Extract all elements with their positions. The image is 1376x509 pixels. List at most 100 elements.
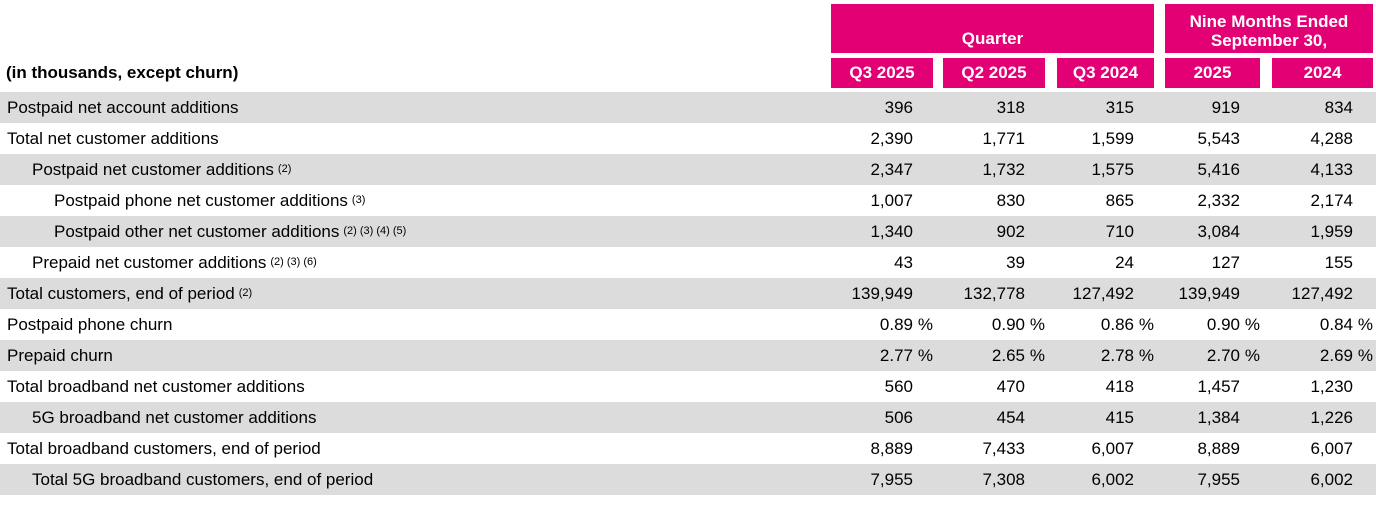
value-number: 834 bbox=[1324, 97, 1353, 117]
value-cell: 2,332 bbox=[1165, 185, 1260, 216]
value-number: 4,133 bbox=[1310, 159, 1353, 179]
value-cell: 1,599 bbox=[1057, 123, 1154, 154]
table-row: Postpaid net customer additions (2) 2,34… bbox=[0, 154, 1376, 185]
value-cell: 139,949 bbox=[831, 278, 933, 309]
value-cell: 1,230 bbox=[1272, 371, 1373, 402]
percent-suffix: % bbox=[1244, 345, 1260, 365]
row-label-cell: Total 5G broadband customers, end of per… bbox=[0, 464, 831, 495]
value-number: 2.65 bbox=[991, 345, 1025, 365]
table-header-group-row: Quarter Nine Months Ended September 30, bbox=[0, 4, 1376, 53]
value-cell: 1,732 bbox=[943, 154, 1045, 185]
value-number: 1,959 bbox=[1310, 221, 1353, 241]
table-row: Postpaid phone net customer additions (3… bbox=[0, 185, 1376, 216]
value-number: 710 bbox=[1105, 221, 1134, 241]
value-number: 5,416 bbox=[1197, 159, 1240, 179]
value-number: 127,492 bbox=[1291, 283, 1353, 303]
value-cell: 0.86% bbox=[1057, 309, 1154, 340]
value-cell: 418 bbox=[1057, 371, 1154, 402]
percent-suffix: % bbox=[1357, 314, 1373, 334]
value-cell: 5,416 bbox=[1165, 154, 1260, 185]
value-cell: 830 bbox=[943, 185, 1045, 216]
value-number: 2.78 bbox=[1100, 345, 1134, 365]
value-number: 127,492 bbox=[1072, 283, 1134, 303]
value-number: 2.69 bbox=[1319, 345, 1353, 365]
value-number: 2,347 bbox=[870, 159, 913, 179]
value-cell: 454 bbox=[943, 402, 1045, 433]
value-number: 315 bbox=[1105, 97, 1134, 117]
row-label: Postpaid phone net customer additions bbox=[54, 190, 348, 210]
table-row: Prepaid churn 2.77% 2.65% 2.78% 2.70% 2.69% bbox=[0, 340, 1376, 371]
value-cell: 7,433 bbox=[943, 433, 1045, 464]
table-column-header-row: (in thousands, except churn) Q3 2025 Q2 … bbox=[0, 58, 1376, 88]
value-cell: 1,575 bbox=[1057, 154, 1154, 185]
value-cell: 155 bbox=[1272, 247, 1373, 278]
row-label-cell: Total broadband net customer additions bbox=[0, 371, 831, 402]
value-cell: 834 bbox=[1272, 92, 1373, 123]
row-label-cell: Postpaid net customer additions (2) bbox=[32, 159, 292, 179]
value-number: 132,778 bbox=[963, 283, 1025, 303]
value-cell: 127 bbox=[1165, 247, 1260, 278]
value-cell: 132,778 bbox=[943, 278, 1045, 309]
value-number: 6,007 bbox=[1091, 438, 1134, 458]
value-number: 2,174 bbox=[1310, 190, 1353, 210]
value-number: 902 bbox=[996, 221, 1025, 241]
value-cell: 7,308 bbox=[943, 464, 1045, 495]
table-row: Postpaid other net customer additions (2… bbox=[0, 216, 1376, 247]
value-number: 8,889 bbox=[1197, 438, 1240, 458]
row-label: Total 5G broadband customers, end of per… bbox=[32, 469, 374, 489]
value-number: 0.90 bbox=[991, 314, 1025, 334]
row-label-cell: 5G broadband net customer additions bbox=[0, 402, 831, 433]
value-number: 396 bbox=[884, 97, 913, 117]
value-number: 506 bbox=[884, 407, 913, 427]
value-number: 7,955 bbox=[870, 469, 913, 489]
percent-suffix: % bbox=[917, 314, 933, 334]
value-number: 127 bbox=[1211, 252, 1240, 272]
value-cell: 415 bbox=[1057, 402, 1154, 433]
value-number: 0.86 bbox=[1100, 314, 1134, 334]
percent-suffix: % bbox=[1244, 314, 1260, 334]
row-label: Total broadband customers, end of period bbox=[7, 438, 321, 458]
value-cell: 2.77% bbox=[831, 340, 933, 371]
value-number: 0.90 bbox=[1206, 314, 1240, 334]
percent-suffix: % bbox=[1029, 314, 1045, 334]
value-number: 1,340 bbox=[870, 221, 913, 241]
percent-suffix: % bbox=[1138, 345, 1154, 365]
value-cell: 2.78% bbox=[1057, 340, 1154, 371]
row-label: Postpaid phone churn bbox=[7, 314, 173, 334]
value-number: 1,457 bbox=[1197, 376, 1240, 396]
column-header-q2-2025: Q2 2025 bbox=[943, 58, 1045, 88]
value-cell: 6,007 bbox=[1272, 433, 1373, 464]
value-number: 560 bbox=[884, 376, 913, 396]
value-cell: 1,226 bbox=[1272, 402, 1373, 433]
value-cell: 6,002 bbox=[1272, 464, 1373, 495]
value-cell: 1,384 bbox=[1165, 402, 1260, 433]
value-cell: 315 bbox=[1057, 92, 1154, 123]
value-number: 1,007 bbox=[870, 190, 913, 210]
value-number: 418 bbox=[1105, 376, 1134, 396]
table-row: Total broadband customers, end of period… bbox=[0, 433, 1376, 464]
value-number: 6,002 bbox=[1091, 469, 1134, 489]
row-label-cell: Total customers, end of period (2) bbox=[7, 283, 253, 303]
value-cell: 1,771 bbox=[943, 123, 1045, 154]
value-number: 4,288 bbox=[1310, 128, 1353, 148]
value-number: 919 bbox=[1211, 97, 1240, 117]
value-number: 24 bbox=[1115, 252, 1134, 272]
value-cell: 2,347 bbox=[831, 154, 933, 185]
row-label: Total broadband net customer additions bbox=[7, 376, 305, 396]
value-cell: 560 bbox=[831, 371, 933, 402]
value-number: 1,575 bbox=[1091, 159, 1134, 179]
value-cell: 470 bbox=[943, 371, 1045, 402]
value-number: 3,084 bbox=[1197, 221, 1240, 241]
row-label: Total customers, end of period bbox=[7, 283, 235, 303]
value-cell: 139,949 bbox=[1165, 278, 1260, 309]
value-cell: 1,007 bbox=[831, 185, 933, 216]
value-number: 2.77 bbox=[879, 345, 913, 365]
column-header-ytd-2024: 2024 bbox=[1272, 58, 1373, 88]
value-number: 155 bbox=[1324, 252, 1353, 272]
value-cell: 0.90% bbox=[943, 309, 1045, 340]
value-number: 1,732 bbox=[982, 159, 1025, 179]
value-cell: 7,955 bbox=[831, 464, 933, 495]
value-cell: 2.69% bbox=[1272, 340, 1373, 371]
table-row: Total net customer additions 2,390 1,771 1… bbox=[0, 123, 1376, 154]
table-row: Total 5G broadband customers, end of per… bbox=[0, 464, 1376, 495]
